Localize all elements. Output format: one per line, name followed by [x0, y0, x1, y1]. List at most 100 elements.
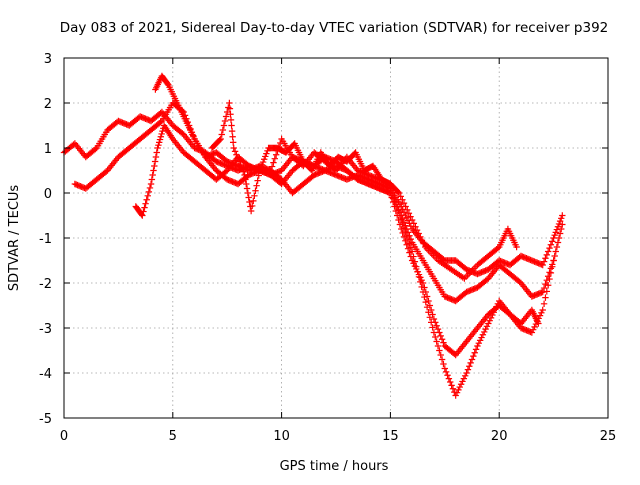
data-point-plus	[542, 255, 549, 262]
data-point-plus	[150, 167, 157, 174]
data-point-plus	[251, 192, 258, 200]
data-point-plus	[140, 208, 147, 215]
data-point-plus	[430, 329, 438, 336]
data-point-plus	[535, 320, 542, 327]
data-point-plus	[258, 161, 266, 169]
data-point-plus	[164, 80, 171, 88]
data-point-plus	[411, 258, 419, 265]
data-point-plus	[154, 144, 161, 152]
data-point-plus	[389, 189, 397, 197]
data-point-plus	[476, 337, 484, 344]
data-point-plus	[149, 171, 156, 179]
data-point-plus	[151, 162, 158, 170]
x-tick-label: 5	[169, 429, 177, 444]
data-point-plus	[436, 347, 443, 354]
data-point-plus	[429, 324, 436, 331]
data-point-plus	[543, 288, 550, 295]
data-point-plus	[142, 200, 149, 207]
data-point-plus	[539, 306, 546, 314]
data-point-plus	[551, 231, 558, 239]
data-point-plus	[242, 176, 249, 183]
data-point-plus	[415, 273, 423, 281]
data-point-plus	[419, 288, 427, 296]
data-point-plus	[456, 383, 463, 391]
data-point-plus	[475, 339, 482, 347]
data-point-plus	[92, 145, 99, 153]
data-point-plus	[408, 248, 416, 255]
data-point-plus	[540, 258, 548, 265]
data-point-plus	[217, 135, 224, 143]
data-point-plus	[440, 360, 447, 368]
data-point-plus	[394, 203, 401, 210]
data-point-plus	[226, 105, 234, 112]
data-point-plus	[490, 309, 497, 316]
data-point-plus	[466, 363, 473, 370]
data-point-plus	[152, 153, 160, 161]
data-point-plus	[244, 189, 252, 197]
data-point-plus	[405, 210, 413, 217]
data-point-plus	[444, 372, 451, 379]
data-point-plus	[255, 172, 262, 179]
data-point-plus	[433, 338, 440, 345]
grid	[64, 58, 608, 418]
data-point-plus	[270, 159, 277, 166]
data-point-plus	[417, 278, 424, 286]
series-track-3	[132, 122, 557, 359]
data-point-plus	[551, 252, 558, 260]
data-point-plus	[238, 165, 246, 172]
data-point-plus	[459, 378, 466, 385]
data-point-plus	[399, 196, 406, 203]
data-point-plus	[552, 229, 559, 236]
data-point-plus	[231, 148, 239, 155]
data-point-plus	[256, 167, 264, 174]
x-tick-label: 10	[273, 429, 290, 444]
data-point-plus	[156, 136, 164, 143]
data-point-plus	[243, 185, 251, 192]
data-point-plus	[216, 136, 223, 144]
data-point-plus	[246, 198, 253, 206]
data-point-plus	[485, 320, 492, 327]
data-point-plus	[460, 375, 468, 382]
data-point-plus	[227, 111, 234, 118]
data-point-plus	[434, 342, 442, 350]
data-point-plus	[228, 122, 235, 129]
data-point-plus	[467, 359, 474, 367]
data-point-plus	[539, 261, 546, 269]
data-point-plus	[546, 244, 553, 252]
data-point-plus	[404, 206, 411, 214]
data-point-plus	[408, 216, 416, 224]
data-point-plus	[397, 193, 404, 200]
data-point-plus	[235, 158, 243, 165]
y-tick-label: -4	[39, 367, 52, 382]
data-point-plus	[229, 133, 236, 140]
data-point-plus	[445, 375, 453, 382]
data-point-plus	[158, 130, 165, 138]
data-point-plus	[457, 381, 465, 388]
y-axis-label: SDTVAR / TECUs	[7, 185, 22, 292]
data-point-plus	[407, 244, 414, 251]
data-point-plus	[421, 293, 428, 301]
data-point-plus	[139, 212, 146, 219]
data-point-plus	[392, 198, 400, 206]
data-point-plus	[245, 194, 252, 201]
data-point-plus	[413, 263, 420, 270]
data-point-plus	[474, 342, 481, 350]
data-point-plus	[407, 213, 414, 220]
data-point-plus	[559, 221, 566, 228]
data-point-plus	[540, 300, 548, 308]
data-point-plus	[410, 220, 417, 227]
data-point-plus	[494, 244, 502, 252]
data-point-plus	[481, 328, 488, 336]
data-point-plus	[530, 326, 537, 333]
data-point-plus	[228, 127, 236, 135]
data-point-plus	[402, 203, 409, 210]
data-point-plus	[491, 306, 499, 313]
data-point-plus	[406, 240, 413, 247]
data-point-plus	[513, 243, 520, 251]
data-point-plus	[430, 315, 438, 323]
data-point-plus	[254, 177, 261, 184]
data-point-plus	[452, 392, 459, 399]
data-point-plus	[147, 180, 155, 188]
data-point-plus	[403, 214, 410, 221]
y-tick-label: 0	[44, 187, 52, 202]
